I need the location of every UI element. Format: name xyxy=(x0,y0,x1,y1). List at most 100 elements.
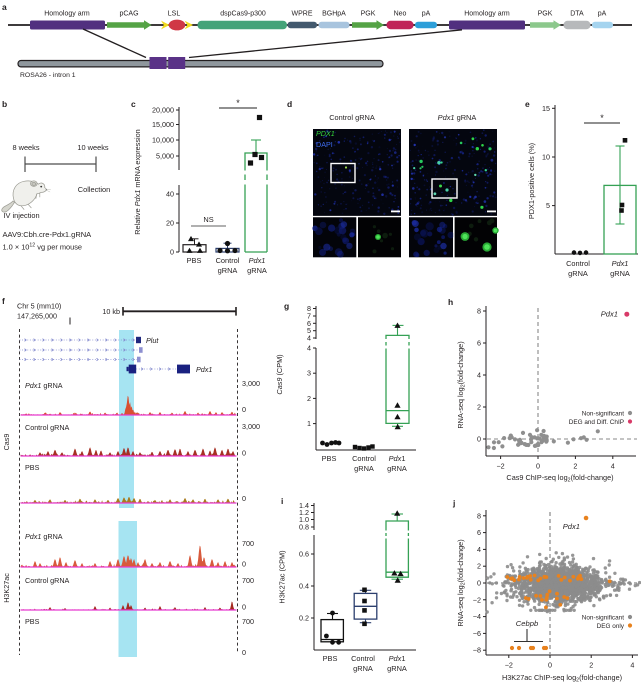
svg-text:RNA-seq log2(fold-change): RNA-seq log2(fold-change) xyxy=(456,539,467,626)
svg-text:0: 0 xyxy=(477,435,481,444)
svg-text:3,000: 3,000 xyxy=(242,379,260,388)
svg-text:pCAG: pCAG xyxy=(119,11,138,18)
svg-text:AAV9:Cbh.cre-Pdx1.gRNA: AAV9:Cbh.cre-Pdx1.gRNA xyxy=(3,230,92,239)
svg-text:pA: pA xyxy=(422,11,431,18)
svg-text:Relative Pdx1 mRNA expression: Relative Pdx1 mRNA expression xyxy=(133,129,142,234)
svg-text:Cas9 ChIP-seq log2(fold-change: Cas9 ChIP-seq log2(fold-change) xyxy=(506,473,613,484)
svg-text:1.2: 1.2 xyxy=(299,508,309,517)
svg-text:Pdx1 gRNA: Pdx1 gRNA xyxy=(438,113,477,122)
svg-text:h: h xyxy=(448,297,453,307)
svg-text:0: 0 xyxy=(536,462,540,471)
svg-text:Cas9 (CPM): Cas9 (CPM) xyxy=(275,354,284,394)
svg-text:10,000: 10,000 xyxy=(152,136,174,145)
svg-text:1.0 × 1012 vg per mouse: 1.0 × 1012 vg per mouse xyxy=(3,243,83,252)
svg-text:Pdx1: Pdx1 xyxy=(612,259,629,268)
svg-text:700: 700 xyxy=(242,576,254,585)
svg-text:Neo: Neo xyxy=(394,11,407,18)
svg-text:0: 0 xyxy=(242,494,246,503)
svg-text:Control: Control xyxy=(352,454,376,463)
svg-text:DAPI: DAPI xyxy=(316,140,333,149)
svg-text:j: j xyxy=(452,498,455,508)
svg-text:Control gRNA: Control gRNA xyxy=(25,423,70,432)
svg-text:gRNA: gRNA xyxy=(610,269,630,278)
svg-text:g: g xyxy=(284,301,289,311)
svg-text:0: 0 xyxy=(170,248,174,257)
svg-text:0: 0 xyxy=(242,560,246,569)
svg-text:*: * xyxy=(236,98,240,108)
svg-text:4: 4 xyxy=(630,661,634,670)
svg-text:DEG only: DEG only xyxy=(597,623,625,630)
svg-text:Control: Control xyxy=(566,259,590,268)
svg-text:1: 1 xyxy=(307,419,311,428)
svg-text:0.4: 0.4 xyxy=(299,582,309,591)
svg-text:8: 8 xyxy=(477,511,481,520)
svg-text:0: 0 xyxy=(242,405,246,414)
svg-text:10 weeks: 10 weeks xyxy=(77,143,109,152)
svg-text:−6: −6 xyxy=(473,629,481,638)
svg-text:PBS: PBS xyxy=(25,463,40,472)
svg-text:RNA-seq log2(fold-change): RNA-seq log2(fold-change) xyxy=(456,341,467,428)
svg-text:Collection: Collection xyxy=(78,185,110,194)
svg-text:0.6: 0.6 xyxy=(299,550,309,559)
svg-text:dspCas9-p300: dspCas9-p300 xyxy=(220,11,266,18)
svg-text:PGK: PGK xyxy=(361,11,376,18)
svg-text:2: 2 xyxy=(477,403,481,412)
svg-text:147,265,000: 147,265,000 xyxy=(17,312,57,321)
svg-text:Control: Control xyxy=(351,654,375,663)
svg-text:10 kb: 10 kb xyxy=(102,307,120,316)
svg-text:gRNA: gRNA xyxy=(568,269,588,278)
svg-text:700: 700 xyxy=(242,617,254,626)
svg-text:8: 8 xyxy=(307,304,311,313)
svg-text:Control: Control xyxy=(216,256,240,265)
svg-text:Control gRNA: Control gRNA xyxy=(329,113,375,122)
svg-text:4: 4 xyxy=(307,334,311,343)
svg-text:4: 4 xyxy=(477,545,481,554)
svg-text:1.4: 1.4 xyxy=(299,501,309,510)
svg-text:1.0: 1.0 xyxy=(299,515,309,524)
svg-text:4: 4 xyxy=(307,344,311,353)
svg-text:LSL: LSL xyxy=(168,11,181,18)
svg-text:0.8: 0.8 xyxy=(299,523,309,532)
svg-text:c: c xyxy=(131,99,136,109)
svg-text:Cas9: Cas9 xyxy=(2,434,11,451)
svg-text:Homology arm: Homology arm xyxy=(44,11,90,18)
svg-text:DTA: DTA xyxy=(570,11,584,18)
svg-text:i: i xyxy=(281,496,283,506)
svg-text:BGHpA: BGHpA xyxy=(322,11,346,18)
svg-text:700: 700 xyxy=(242,539,254,548)
svg-text:Plut: Plut xyxy=(146,336,159,345)
svg-text:IV injection: IV injection xyxy=(4,211,40,220)
svg-text:7: 7 xyxy=(307,312,311,321)
svg-text:Pdx1 gRNA: Pdx1 gRNA xyxy=(25,381,63,390)
svg-text:Pdx1: Pdx1 xyxy=(196,365,212,374)
svg-text:Pdx1: Pdx1 xyxy=(249,256,266,265)
svg-text:Pdx1: Pdx1 xyxy=(563,522,580,531)
svg-text:−4: −4 xyxy=(473,612,481,621)
svg-text:20,000: 20,000 xyxy=(152,106,174,115)
svg-text:PDX1-positive cells (%): PDX1-positive cells (%) xyxy=(527,143,536,219)
svg-text:20: 20 xyxy=(166,219,174,228)
svg-text:NS: NS xyxy=(203,215,213,224)
svg-text:b: b xyxy=(2,99,7,109)
svg-text:−2: −2 xyxy=(505,661,513,670)
svg-text:Pdx1: Pdx1 xyxy=(601,310,618,319)
svg-text:gRNA: gRNA xyxy=(387,664,407,673)
svg-text:0.2: 0.2 xyxy=(299,614,309,623)
svg-text:0: 0 xyxy=(477,579,481,588)
svg-text:pA: pA xyxy=(598,11,607,18)
svg-text:4: 4 xyxy=(611,462,615,471)
svg-text:15,000: 15,000 xyxy=(152,120,174,129)
svg-text:0: 0 xyxy=(548,661,552,670)
svg-text:PDX1: PDX1 xyxy=(316,129,335,138)
svg-text:PBS: PBS xyxy=(187,256,202,265)
svg-text:PBS: PBS xyxy=(25,617,40,626)
svg-text:WPRE: WPRE xyxy=(292,11,313,18)
svg-text:a: a xyxy=(2,2,7,12)
svg-text:4: 4 xyxy=(477,371,481,380)
svg-text:DEG and Diff. ChIP: DEG and Diff. ChIP xyxy=(569,419,624,426)
svg-text:−8: −8 xyxy=(473,646,481,655)
svg-text:Pdx1 gRNA: Pdx1 gRNA xyxy=(25,532,63,541)
svg-text:ROSA26 - intron 1: ROSA26 - intron 1 xyxy=(20,72,76,79)
svg-text:PBS: PBS xyxy=(323,654,338,663)
svg-text:PGK: PGK xyxy=(538,11,553,18)
